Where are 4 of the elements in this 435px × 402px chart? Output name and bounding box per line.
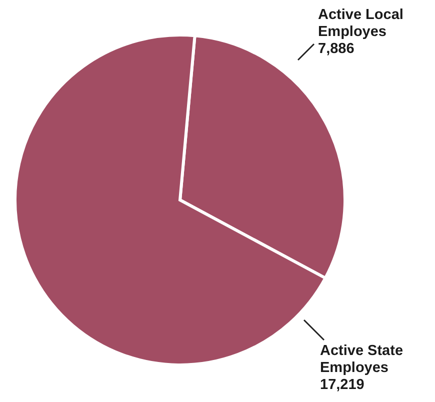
data-label: 17,219 — [320, 377, 364, 393]
data-label: 7,886 — [318, 41, 354, 57]
slice-label: Active Local Employes — [318, 7, 404, 40]
slice-label: Active State Employes — [320, 343, 404, 376]
